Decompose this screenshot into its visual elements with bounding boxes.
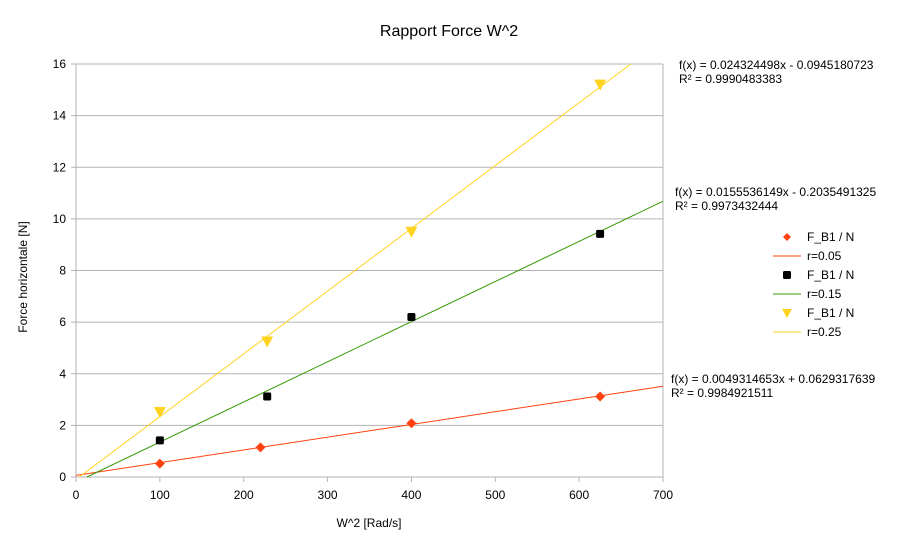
legend-marker-label: F_B1 / N bbox=[807, 230, 854, 244]
trendline-r-squared: R² = 0.9990483383 bbox=[679, 72, 782, 86]
y-axis-label: Force horizontale [N] bbox=[16, 221, 30, 332]
x-tick-label: 100 bbox=[150, 488, 170, 502]
y-tick-label: 16 bbox=[53, 57, 67, 71]
x-tick-label: 400 bbox=[401, 488, 421, 502]
axes: 0 2 4 6 8 10 12 14 16 0 100 200 300 400 500 600 700 bbox=[53, 57, 674, 502]
gridlines bbox=[76, 63, 663, 478]
chart-title: Rapport Force W^2 bbox=[380, 23, 518, 40]
trendline-equation: f(x) = 0.0155536149x - 0.2035491325 bbox=[675, 185, 876, 199]
y-tick-label: 0 bbox=[59, 470, 66, 484]
trendline bbox=[78, 63, 632, 478]
y-tick-label: 6 bbox=[59, 315, 66, 329]
data-point bbox=[594, 79, 607, 91]
y-tick-label: 14 bbox=[53, 109, 67, 123]
legend-line-label: r=0.05 bbox=[807, 249, 842, 263]
data-point bbox=[595, 391, 606, 402]
x-tick-label: 200 bbox=[234, 488, 254, 502]
data-points bbox=[153, 79, 607, 469]
y-tick-label: 4 bbox=[59, 367, 66, 381]
data-point bbox=[263, 392, 272, 401]
data-point bbox=[261, 336, 274, 348]
trendline-equation: f(x) = 0.0049314653x + 0.0629317639 bbox=[671, 372, 875, 386]
trendline-r-squared: R² = 0.9973432444 bbox=[675, 199, 778, 213]
x-tick-label: 300 bbox=[318, 488, 338, 502]
x-axis-label: W^2 [Rad/s] bbox=[337, 516, 402, 530]
data-point bbox=[596, 229, 605, 238]
y-tick-label: 12 bbox=[53, 160, 67, 174]
data-point bbox=[405, 226, 418, 238]
data-point bbox=[154, 458, 165, 469]
legend-marker-swatch bbox=[782, 309, 792, 318]
x-tick-label: 700 bbox=[653, 488, 673, 502]
legend-marker-swatch bbox=[783, 233, 791, 241]
legend-line-label: r=0.25 bbox=[807, 325, 842, 339]
trendline-r-squared: R² = 0.9984921511 bbox=[671, 386, 774, 400]
data-point bbox=[155, 436, 164, 445]
trendline bbox=[75, 385, 664, 476]
legend-marker-swatch bbox=[783, 271, 791, 279]
legend-line-label: r=0.15 bbox=[807, 287, 842, 301]
legend: F_B1 / N r=0.05 F_B1 / N r=0.15 F_B1 / N r=0.… bbox=[773, 230, 854, 339]
legend-marker-label: F_B1 / N bbox=[807, 306, 854, 320]
y-tick-label: 2 bbox=[59, 418, 66, 432]
trendline-equation: f(x) = 0.024324498x - 0.0945180723 bbox=[679, 58, 874, 72]
legend-marker-label: F_B1 / N bbox=[807, 268, 854, 282]
data-point bbox=[153, 406, 166, 418]
trendlines bbox=[75, 63, 664, 478]
x-tick-label: 0 bbox=[73, 488, 80, 502]
y-tick-label: 10 bbox=[53, 212, 67, 226]
x-tick-label: 500 bbox=[485, 488, 505, 502]
data-point bbox=[406, 418, 417, 429]
data-point bbox=[407, 312, 416, 321]
data-point bbox=[255, 442, 266, 453]
y-tick-label: 8 bbox=[59, 264, 66, 278]
trendline bbox=[86, 200, 664, 478]
x-tick-label: 600 bbox=[569, 488, 589, 502]
